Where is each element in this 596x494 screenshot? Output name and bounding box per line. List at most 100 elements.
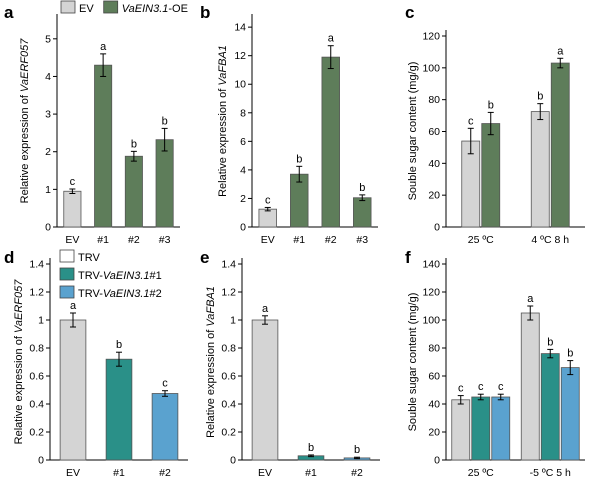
sig-letter-a-1: a — [100, 41, 107, 53]
y-tick-label-f-0: 0 — [434, 455, 440, 467]
bar-e-0 — [251, 319, 279, 461]
x-tick-label-d-1: #1 — [113, 467, 125, 479]
bar-c-1-1 — [550, 62, 570, 228]
panel-letter-f: f — [405, 248, 411, 267]
bar-c-0-1 — [481, 123, 501, 228]
y-tick-label-c-5: 100 — [422, 62, 440, 74]
bar-f-1-2 — [560, 367, 580, 461]
y-tick-label-c-4: 80 — [428, 94, 440, 106]
y-tick-label-d-5: 1 — [38, 315, 44, 327]
y-tick-label-f-2: 40 — [428, 399, 440, 411]
y-tick-label-c-2: 40 — [428, 158, 440, 170]
x-tick-label-b-2: #2 — [325, 234, 337, 246]
x-tick-label-b-3: #3 — [356, 234, 368, 246]
y-tick-label-f-1: 20 — [428, 427, 440, 439]
legend-label-d-2: TRV-VaEIN3.1#2 — [78, 288, 162, 300]
bar-f-0-0 — [451, 399, 471, 461]
x-tick-label-a-3: #3 — [159, 234, 171, 246]
y-tick-label-a-2: 2 — [45, 146, 51, 158]
x-tick-label-a-0: EV — [65, 234, 79, 246]
sig-letter-c-0-0: c — [468, 115, 474, 127]
y-axis-title-text-b: Relative expression of — [217, 86, 229, 197]
y-tick-label-b-0: 0 — [240, 222, 246, 234]
sig-letter-f-1-0: a — [527, 293, 534, 305]
legend-label-part-d-2-0: TRV- — [78, 288, 103, 300]
y-axis-title-e: Relative expression of VaFBA1 — [205, 286, 217, 438]
y-tick-label-b-2: 4 — [240, 164, 246, 176]
legend-label-a-0: EV — [79, 3, 94, 15]
y-tick-label-c-3: 60 — [428, 126, 440, 138]
sig-letter-f-1-2: b — [567, 348, 573, 360]
y-tick-label-e-5: 1 — [230, 315, 236, 327]
y-axis-title-a: Relative expression of VaERF057 — [19, 38, 31, 204]
y-tick-label-d-7: 1.4 — [29, 259, 44, 271]
y-axis-title-text-a: Relative expression of — [19, 92, 31, 203]
y-tick-label-f-5: 100 — [422, 315, 440, 327]
y-tick-label-d-0: 0 — [38, 455, 44, 467]
legend-label-a-1: VaEIN3.1-OE — [122, 3, 188, 15]
panel-letter-b: b — [200, 3, 210, 22]
legend-label-d-0: TRV — [78, 252, 100, 264]
y-tick-label-d-4: 0.8 — [29, 343, 44, 355]
x-tick-label-c-0: 25 ºC — [468, 234, 494, 246]
sig-letter-f-0-1: c — [478, 381, 484, 393]
y-tick-label-b-4: 8 — [240, 107, 246, 119]
legend-label-part-a-1-2: -OE — [168, 3, 188, 15]
bar-d-1 — [105, 358, 133, 461]
y-tick-label-d-3: 0.6 — [29, 371, 44, 383]
y-axis-title-d: Relative expression of VaERF057 — [13, 279, 25, 445]
x-tick-label-e-0: EV — [258, 467, 272, 479]
legend-label-part-d-2-2: #2 — [150, 288, 162, 300]
y-tick-label-d-1: 0.2 — [29, 427, 44, 439]
panel-letter-d: d — [4, 248, 14, 267]
bar-c-1-0 — [530, 111, 550, 228]
sig-letter-d-0: a — [70, 300, 77, 312]
y-tick-label-f-4: 80 — [428, 343, 440, 355]
sig-letter-d-2: c — [162, 378, 168, 390]
legend-label-d-1: TRV-VaEIN3.1#1 — [78, 270, 162, 282]
sig-letter-e-2: b — [354, 444, 360, 456]
bar-a-2 — [124, 155, 143, 228]
y-tick-label-d-6: 1.2 — [29, 287, 44, 299]
y-axis-title-text-e: Relative expression of — [205, 327, 217, 438]
legend-label-part-d-1-0: TRV- — [78, 270, 103, 282]
y-tick-label-c-6: 120 — [422, 31, 440, 43]
y-axis-title-gene-a: VaERF057 — [19, 38, 31, 92]
y-axis-title-gene-e: VaFBA1 — [205, 286, 217, 327]
y-tick-label-a-4: 4 — [45, 71, 51, 83]
sig-letter-b-2: a — [328, 33, 335, 45]
sig-letter-a-3: b — [162, 115, 168, 127]
y-tick-label-e-1: 0.2 — [221, 427, 236, 439]
x-tick-label-f-0: 25 ºC — [468, 467, 494, 479]
panel-letter-a: a — [4, 3, 14, 22]
bar-b-3 — [353, 197, 372, 228]
sig-letter-c-1-1: a — [557, 45, 564, 57]
sig-letter-a-2: b — [131, 138, 137, 150]
sig-letter-e-0: a — [262, 303, 269, 315]
y-tick-label-f-7: 140 — [422, 259, 440, 271]
legend-swatch-d-1 — [59, 267, 75, 281]
sig-letter-b-3: b — [359, 182, 365, 194]
bar-f-0-1 — [471, 396, 491, 461]
bar-f-1-1 — [540, 353, 560, 461]
y-axis-title-f: Souble sugar content (mg/g) — [407, 293, 419, 432]
y-tick-label-a-1: 1 — [45, 184, 51, 196]
x-tick-label-f-1: -5 ºC 5 h — [530, 467, 571, 479]
x-tick-label-a-1: #1 — [97, 234, 109, 246]
bar-f-1-0 — [520, 312, 540, 461]
bar-d-0 — [59, 319, 87, 461]
legend-swatch-a-0 — [60, 0, 76, 14]
sig-letter-f-0-0: c — [458, 383, 464, 395]
x-tick-label-b-1: #1 — [293, 234, 305, 246]
y-tick-label-a-5: 5 — [45, 33, 51, 45]
y-axis-title-text-d: Relative expression of — [13, 333, 25, 444]
bar-a-3 — [155, 139, 174, 228]
sig-letter-c-1-0: b — [537, 91, 543, 103]
y-tick-label-e-0: 0 — [230, 455, 236, 467]
panel-letter-c: c — [405, 3, 414, 22]
x-tick-label-c-1: 4 ºC 8 h — [531, 234, 569, 246]
legend-swatch-d-0 — [59, 249, 75, 263]
y-tick-label-b-6: 12 — [234, 50, 246, 62]
legend-label-part-d-2-1: VaEIN3.1 — [103, 288, 150, 300]
